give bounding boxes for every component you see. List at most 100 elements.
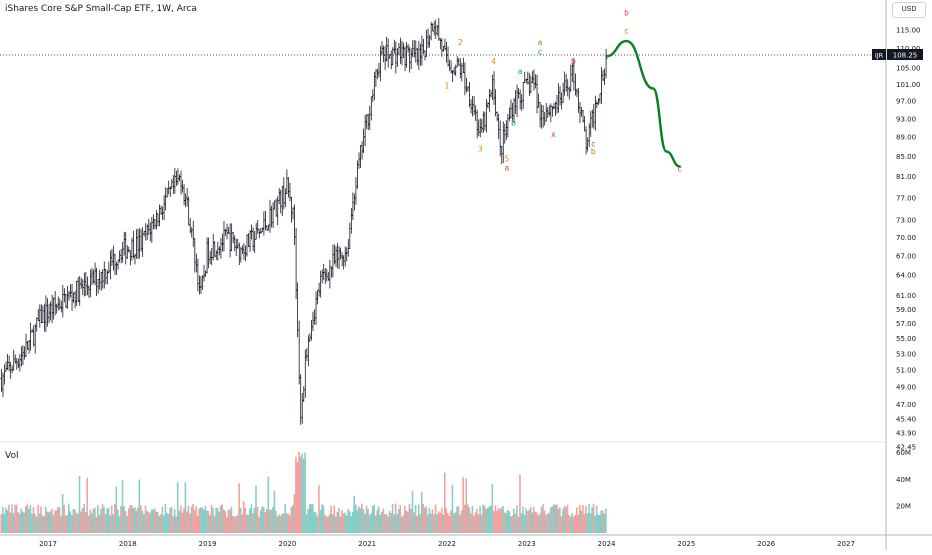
ohlc-bar xyxy=(55,303,58,314)
ohlc-bar xyxy=(408,46,411,73)
volume-bar xyxy=(235,516,237,533)
ohlc-bar xyxy=(340,252,344,267)
volume-bar xyxy=(359,508,362,533)
ohlc-bar xyxy=(282,177,286,210)
volume-bar xyxy=(296,462,299,533)
price-axis[interactable]: 115.00110.00105.00101.0097.0093.0089.008… xyxy=(896,27,921,452)
volume-bar xyxy=(589,513,592,533)
ohlc-bar xyxy=(34,323,37,354)
volume-bar xyxy=(540,506,543,533)
ohlc-bar xyxy=(325,268,328,282)
volume-bar xyxy=(207,511,210,533)
volume-bar xyxy=(427,514,429,533)
volume-bar xyxy=(519,474,521,533)
volume-bar xyxy=(542,504,544,533)
volume-bar xyxy=(265,509,268,533)
ohlc-bar xyxy=(522,82,525,110)
volume-bar xyxy=(445,508,448,533)
ohlc-bar xyxy=(373,71,376,101)
ohlc-bar xyxy=(296,282,299,338)
volume-bar xyxy=(342,513,345,533)
volume-bar xyxy=(290,507,293,533)
ohlc-bar xyxy=(376,68,379,80)
ohlc-bar xyxy=(492,71,496,105)
volume-bar xyxy=(250,504,253,533)
ohlc-bar xyxy=(198,275,201,295)
volume-bar xyxy=(605,508,607,533)
volume-tick-label: 60M xyxy=(896,449,911,457)
volume-bar xyxy=(31,513,33,533)
volume-bar xyxy=(595,505,598,533)
ohlc-bar xyxy=(256,220,259,234)
ohlc-bar xyxy=(485,99,488,133)
ohlc-bar xyxy=(190,226,193,238)
volume-bar xyxy=(213,516,216,533)
volume-bar xyxy=(189,513,191,533)
ohlc-bar xyxy=(488,89,491,112)
volume-bar xyxy=(488,506,491,533)
volume-bar xyxy=(12,513,15,533)
volume-bar xyxy=(11,504,13,533)
volume-bar xyxy=(417,504,420,533)
ohlc-bar xyxy=(219,237,223,259)
ohlc-bar xyxy=(162,195,166,220)
volume-bar xyxy=(35,516,38,533)
volume-bar xyxy=(334,516,337,533)
volume-bar xyxy=(307,508,309,533)
volume-bar xyxy=(95,516,98,533)
volume-bar xyxy=(364,513,366,533)
price-tick-label: 81.00 xyxy=(896,173,916,181)
ohlc-bar xyxy=(210,248,213,266)
volume-bar xyxy=(304,452,306,533)
volume-bar xyxy=(450,510,452,533)
ohlc-bar xyxy=(150,216,154,243)
ohlc-bar xyxy=(123,231,126,256)
ohlc-bar xyxy=(175,170,178,186)
ohlc-bar xyxy=(561,82,565,104)
volume-bar xyxy=(173,509,176,533)
time-axis[interactable]: 2017 2018 2019 2020 2021 2022 2023 2024 2025 2026… xyxy=(39,540,855,548)
ohlc-bar xyxy=(336,242,339,269)
volume-bar xyxy=(437,511,440,533)
ohlc-bar xyxy=(569,64,572,92)
volume-bar xyxy=(3,513,6,533)
ohlc-bar xyxy=(543,112,546,126)
currency-button[interactable]: USD xyxy=(892,2,926,18)
ohlc-bar xyxy=(86,276,89,296)
volume-bar xyxy=(161,506,164,533)
ohlc-bar xyxy=(3,364,6,385)
ohlc-bar xyxy=(40,304,43,324)
ohlc-bar xyxy=(500,145,503,165)
ohlc-bar xyxy=(216,241,220,261)
volume-bar xyxy=(121,479,124,533)
ohlc-bar xyxy=(456,56,459,68)
volume-bar xyxy=(351,511,354,533)
volume-bar xyxy=(522,506,524,533)
volume-bar xyxy=(549,507,552,533)
volume-bar xyxy=(52,515,55,533)
volume-bar xyxy=(212,507,214,533)
volume-bar xyxy=(419,514,421,533)
ohlc-bar xyxy=(207,237,210,269)
ohlc-bar xyxy=(581,109,585,123)
ohlc-bar xyxy=(238,242,241,266)
chart-title: iShares Core S&P Small-Cap ETF, 1W, Arca xyxy=(5,4,197,14)
volume-bar xyxy=(175,516,177,533)
ohlc-bar xyxy=(557,83,560,113)
volume-bar xyxy=(218,511,220,533)
ohlc-bar xyxy=(172,175,175,194)
volume-bar xyxy=(474,512,477,533)
volume-bar xyxy=(255,485,257,533)
ohlc-bar xyxy=(505,120,508,140)
volume-bar xyxy=(462,477,464,533)
volume-bar xyxy=(193,510,196,533)
volume-bar xyxy=(569,516,572,533)
ohlc-bar xyxy=(320,269,324,284)
time-tick-label: 2025 xyxy=(677,540,695,548)
volume-bar xyxy=(470,513,472,533)
ohlc-bar xyxy=(49,301,52,321)
ohlc-bar xyxy=(158,204,161,227)
volume-bar xyxy=(236,515,239,533)
